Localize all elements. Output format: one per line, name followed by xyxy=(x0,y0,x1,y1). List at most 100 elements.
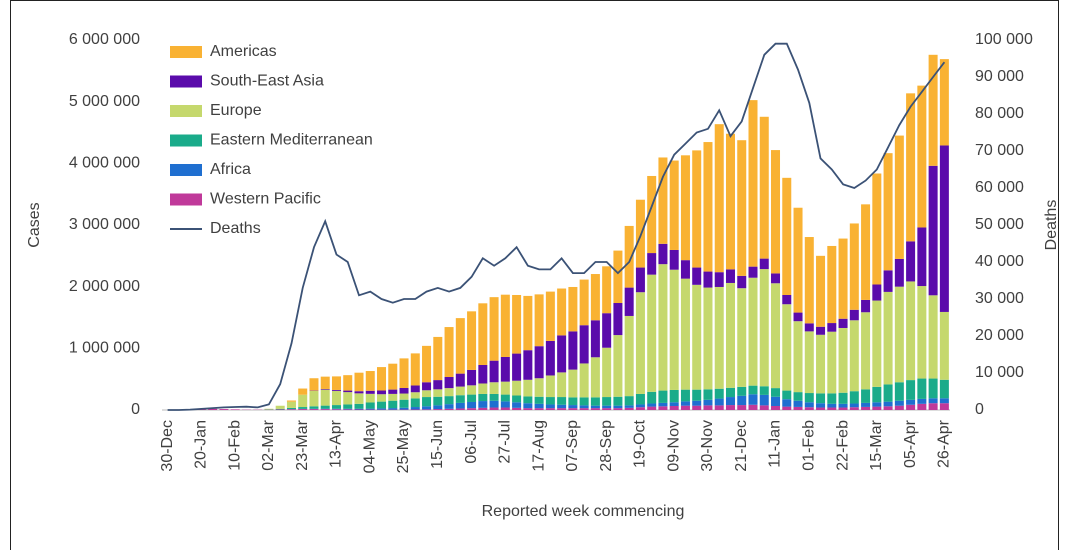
bar-segment xyxy=(906,241,916,282)
bar-segment xyxy=(500,294,510,357)
bar-segment xyxy=(872,406,882,410)
bar-segment xyxy=(894,135,904,259)
bar-segment xyxy=(545,340,555,376)
bar-segment xyxy=(928,54,938,166)
legend-swatch xyxy=(170,164,202,176)
bar-segment xyxy=(737,395,747,406)
bar-segment xyxy=(804,402,814,408)
bar-segment xyxy=(714,388,724,399)
bar-segment xyxy=(771,388,781,397)
bar-segment xyxy=(838,238,848,319)
bar-segment xyxy=(534,408,544,410)
bar-segment xyxy=(512,380,522,396)
bar-segment xyxy=(669,160,679,250)
bar-segment xyxy=(602,405,612,409)
bar-segment xyxy=(714,272,724,287)
bar-segment xyxy=(725,387,735,398)
bar-segment xyxy=(377,367,387,391)
bar-segment xyxy=(737,140,747,276)
x-tick-label: 11-Jan xyxy=(767,420,784,468)
bar-segment xyxy=(692,267,702,285)
bar-segment xyxy=(725,405,735,410)
bar-segment xyxy=(478,401,488,408)
bar-segment xyxy=(771,396,781,406)
bar-segment xyxy=(680,389,690,402)
bar-segment xyxy=(320,409,330,410)
bar-segment xyxy=(883,384,893,402)
y-tick-label: 6 000 000 xyxy=(69,31,140,48)
bar-segment xyxy=(872,386,882,403)
bar-segment xyxy=(759,405,769,410)
bar-segment xyxy=(771,283,781,389)
bar-segment xyxy=(545,397,555,405)
bar-segment xyxy=(478,407,488,410)
bar-segment xyxy=(354,372,364,392)
bar-segment xyxy=(523,295,533,351)
bar-segment xyxy=(410,407,420,410)
bar-segment xyxy=(309,378,319,391)
bar-segment xyxy=(647,175,657,254)
bar-segment xyxy=(759,116,769,259)
bar-segment xyxy=(512,294,522,354)
x-tick-label: 13-Apr xyxy=(328,419,345,468)
bar-segment xyxy=(568,397,578,406)
bar-segment xyxy=(331,405,341,409)
bar-segment xyxy=(410,353,420,386)
bar-segment xyxy=(849,309,859,321)
bar-segment xyxy=(590,405,600,409)
x-tick-label: 15-Mar xyxy=(868,419,885,470)
bar-segment xyxy=(771,273,781,284)
bar-segment xyxy=(883,401,893,407)
bar-segment xyxy=(647,406,657,410)
legend-swatch xyxy=(170,105,202,117)
bar-segment xyxy=(917,403,927,410)
legend-label: Africa xyxy=(210,161,251,178)
bar-segment xyxy=(467,408,477,410)
legend-swatch xyxy=(170,134,202,147)
bar-segment xyxy=(512,395,522,403)
bar-segment xyxy=(309,406,319,409)
bar-segment xyxy=(467,401,477,409)
x-tick-label: 28-Sep xyxy=(598,420,615,472)
bar-segment xyxy=(861,389,871,403)
legend-swatch xyxy=(170,75,202,88)
bar-segment xyxy=(455,373,465,387)
bar-segment xyxy=(534,346,544,379)
x-tick-label: 04-May xyxy=(361,420,378,473)
bar-segment xyxy=(523,408,533,410)
bar-segment xyxy=(635,393,645,405)
bar-segment xyxy=(343,392,353,405)
bar-segment xyxy=(422,345,432,383)
bar-segment xyxy=(894,258,904,287)
bar-segment xyxy=(320,405,330,409)
bar-segment xyxy=(804,331,814,394)
bar-segment xyxy=(782,406,792,410)
bar-segment xyxy=(703,142,713,272)
bar-segment xyxy=(557,408,567,410)
bar-segment xyxy=(298,407,308,409)
bar-segment xyxy=(568,405,578,409)
bar-segment xyxy=(613,408,623,410)
bar-segment xyxy=(343,408,353,410)
bar-segment xyxy=(635,267,645,293)
bar-segment xyxy=(455,386,465,396)
bar-segment xyxy=(343,404,353,409)
bar-segment xyxy=(804,407,814,410)
bar-segment xyxy=(613,405,623,409)
bar-segment xyxy=(669,269,679,390)
y2-axis-title: Deaths xyxy=(1043,200,1060,251)
x-tick-label: 09-Nov xyxy=(665,420,682,472)
x-tick-label: 17-Aug xyxy=(530,420,547,472)
bar-segment xyxy=(883,406,893,410)
bar-segment xyxy=(635,404,645,408)
bar-segment xyxy=(410,392,420,399)
bar-segment xyxy=(680,405,690,410)
bar-segment xyxy=(872,300,882,387)
bar-segment xyxy=(523,403,533,409)
bar-segment xyxy=(793,207,803,313)
bar-segment xyxy=(557,404,567,409)
bar-segment xyxy=(849,223,859,310)
bar-segment xyxy=(354,393,364,404)
bar-segment xyxy=(478,383,488,394)
bar-segment xyxy=(365,390,375,394)
